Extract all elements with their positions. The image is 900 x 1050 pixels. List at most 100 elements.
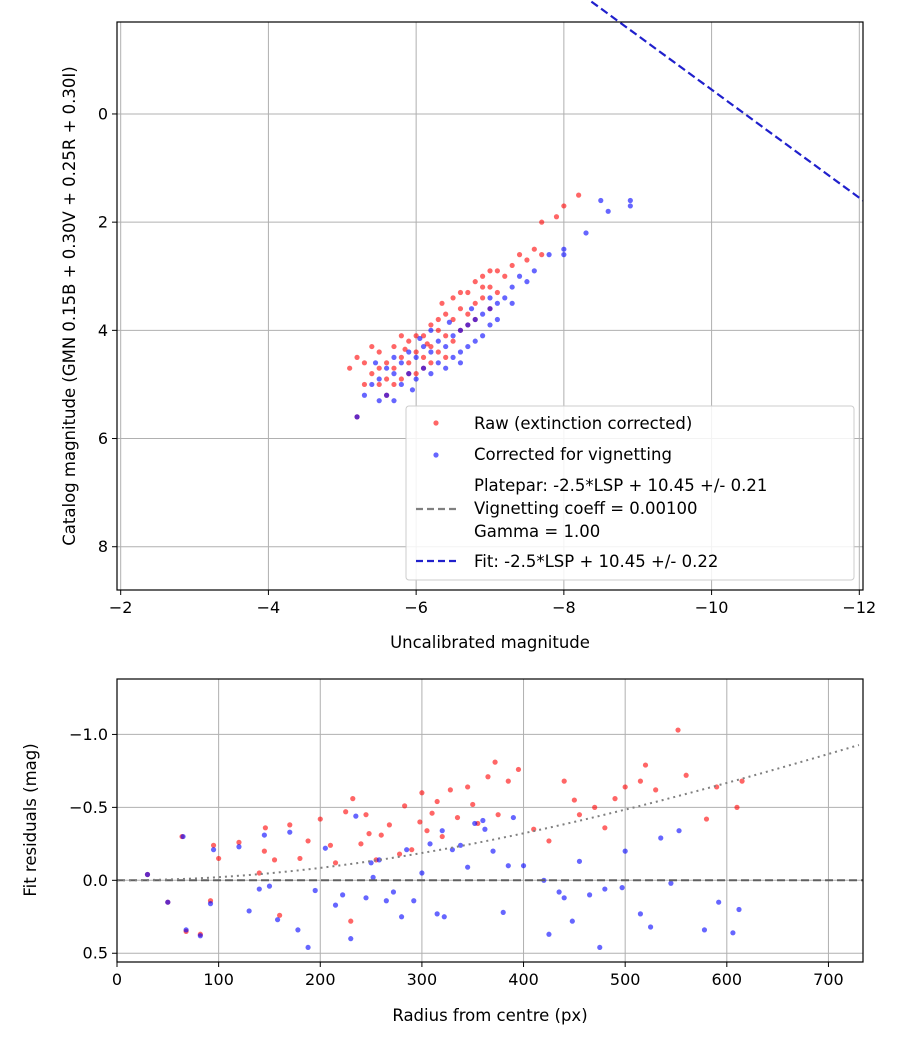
legend-marker-corrected <box>433 452 439 458</box>
bottom-point-corrected <box>546 931 552 937</box>
bottom-point-raw <box>576 812 583 818</box>
bottom-point-corrected <box>556 889 562 895</box>
top-point-corrected <box>561 252 567 258</box>
top-point-corrected <box>435 338 441 344</box>
bottom-plot-frame <box>116 678 864 963</box>
bottom-marks <box>116 727 863 951</box>
top-point-corrected <box>369 381 375 388</box>
top-point-raw <box>480 284 486 290</box>
bottom-point-corrected <box>340 892 346 898</box>
top-point-corrected <box>376 376 382 382</box>
bottom-x-tick-label: 500 <box>610 970 641 989</box>
top-point-raw <box>413 349 419 355</box>
top-point-raw <box>524 257 530 263</box>
bottom-point-corrected <box>622 848 628 854</box>
top-point-raw <box>420 333 427 339</box>
top-point-raw <box>465 289 471 296</box>
top-point-corrected <box>383 365 390 371</box>
top-point-raw <box>402 346 408 352</box>
top-ticks: −2 −4 −6 −8 −10 −12 0 2 4 6 8 <box>98 104 876 617</box>
bottom-point-corrected <box>256 886 262 892</box>
top-point-corrected <box>443 365 449 371</box>
top-point-corrected <box>406 371 412 377</box>
bottom-point-corrected <box>419 870 425 876</box>
legend-marker-raw <box>433 420 439 426</box>
bottom-x-tick-label: 700 <box>813 970 844 989</box>
bottom-point-corrected <box>569 918 575 924</box>
bottom-point-raw <box>287 822 293 828</box>
bottom-point-corrected <box>383 898 389 904</box>
bottom-point-raw <box>216 855 222 862</box>
bottom-point-raw <box>424 828 430 834</box>
top-point-raw <box>391 381 397 388</box>
bottom-point-raw <box>236 839 242 845</box>
top-point-raw <box>494 289 500 296</box>
bottom-point-corrected <box>197 933 203 939</box>
bottom-point-corrected <box>480 817 486 824</box>
bottom-point-corrected <box>353 813 359 819</box>
legend: Raw (extinction corrected) Corrected for… <box>405 405 855 581</box>
top-point-corrected <box>420 365 427 371</box>
bottom-point-raw <box>485 774 491 780</box>
bottom-x-tick-label: 200 <box>305 970 336 989</box>
bottom-point-raw <box>546 838 552 844</box>
top-point-raw <box>472 279 478 285</box>
top-point-raw <box>347 365 353 371</box>
top-x-tick-label: −8 <box>552 598 576 617</box>
bottom-plot-background <box>117 679 863 962</box>
top-point-corrected <box>509 284 515 290</box>
top-point-corrected <box>627 203 633 209</box>
top-point-corrected <box>487 322 493 328</box>
top-point-raw <box>472 300 478 306</box>
bottom-point-corrected <box>701 927 708 933</box>
top-marks <box>347 0 864 420</box>
top-point-corrected <box>583 230 589 236</box>
bottom-point-corrected <box>398 914 405 920</box>
top-point-corrected <box>361 392 368 398</box>
top-point-corrected <box>413 376 419 382</box>
bottom-point-raw <box>305 838 311 844</box>
bottom-x-tick-label: 300 <box>407 970 438 989</box>
top-point-raw <box>391 343 397 350</box>
top-point-raw <box>443 333 449 339</box>
top-point-raw <box>424 341 430 347</box>
bottom-point-corrected <box>676 828 682 834</box>
vignetting-curve <box>116 744 860 882</box>
bottom-point-raw <box>332 860 339 866</box>
bottom-point-corrected <box>510 814 516 821</box>
top-point-raw <box>465 311 471 317</box>
bottom-point-corrected <box>370 874 376 880</box>
top-point-raw <box>383 360 390 366</box>
top-point-raw <box>376 349 382 355</box>
bottom-x-tick-label: 100 <box>203 970 234 989</box>
top-x-tick-label: −12 <box>842 598 876 617</box>
bottom-point-corrected <box>322 845 328 851</box>
bottom-point-raw <box>571 797 577 803</box>
bottom-point-corrected <box>668 880 674 886</box>
legend-label-fit: Fit: -2.5*LSP + 10.45 +/- 0.22 <box>474 552 718 571</box>
top-x-tick-label: −6 <box>404 598 428 617</box>
bottom-point-raw <box>439 833 445 840</box>
top-point-raw <box>361 381 368 388</box>
top-point-corrected <box>487 295 493 301</box>
bottom-point-raw <box>317 816 323 822</box>
bottom-point-raw <box>470 801 476 808</box>
top-point-corrected <box>480 311 486 317</box>
bottom-y-tick-label: −1.0 <box>69 725 108 744</box>
top-point-corrected <box>372 360 379 366</box>
bottom-chart: 0 100 200 300 400 500 600 700 0.5 0.0 −0.5 −1.0 Rad… <box>21 678 864 1025</box>
top-point-raw <box>376 381 382 388</box>
bottom-point-corrected <box>602 886 608 892</box>
bottom-point-corrected <box>637 911 644 917</box>
top-point-raw <box>428 360 434 366</box>
top-point-corrected <box>435 360 441 366</box>
top-point-corrected <box>494 316 500 323</box>
top-y-tick-label: 2 <box>98 213 108 232</box>
legend-box <box>405 405 855 581</box>
top-point-corrected <box>472 338 478 344</box>
top-point-raw <box>413 371 419 377</box>
top-point-raw <box>561 203 567 209</box>
top-y-tick-label: 0 <box>98 104 108 123</box>
bottom-point-raw <box>417 819 423 825</box>
top-point-raw <box>406 360 412 366</box>
